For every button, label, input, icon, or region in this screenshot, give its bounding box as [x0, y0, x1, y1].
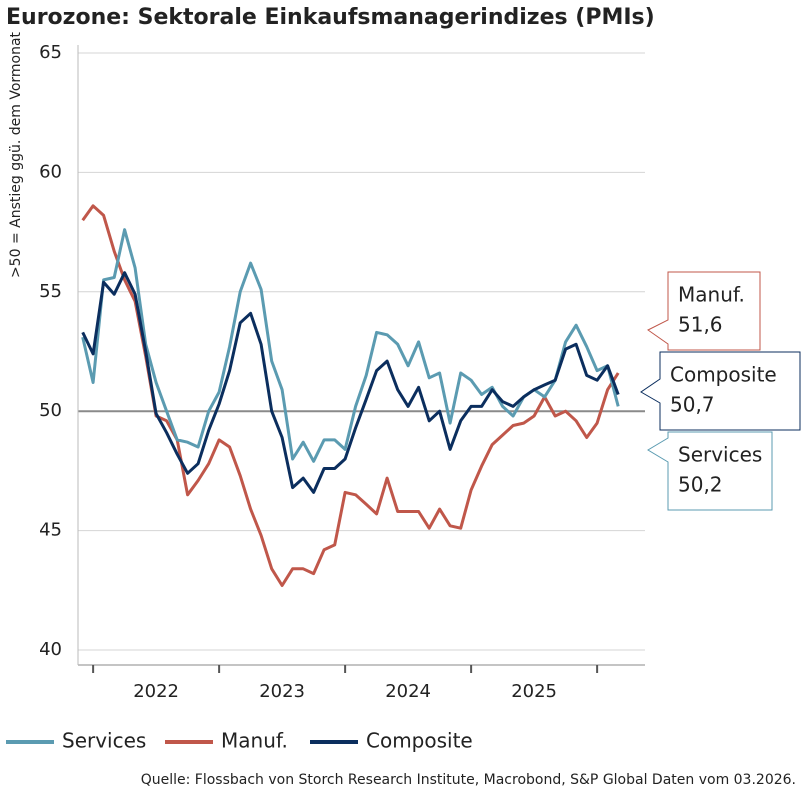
callout-value: 50,2: [678, 473, 723, 497]
callout-name: Composite: [670, 363, 777, 387]
x-tick-label: 2023: [259, 681, 305, 702]
callout-box: [647, 431, 773, 511]
y-axis-label: >50 = Anstieg ggü. dem Vormonat: [8, 31, 24, 278]
callout-name: Services: [678, 443, 762, 467]
y-tick-label: 40: [39, 639, 62, 660]
series-line: [81, 204, 620, 587]
y-tick-label: 65: [39, 42, 62, 63]
y-tick-label: 45: [39, 520, 62, 541]
y-tick-label: 55: [39, 281, 62, 302]
y-tick-label: 50: [39, 400, 62, 421]
source: Quelle: Flossbach von Storch Research In…: [141, 772, 796, 788]
callout-value: 50,7: [670, 393, 715, 417]
x-tick-label: 2025: [511, 681, 557, 702]
callout-value: 51,6: [678, 313, 723, 337]
chart-title: Eurozone: Sektorale Einkaufsmanagerindiz…: [6, 5, 655, 30]
series-line: [81, 271, 620, 494]
legend-label: Services: [62, 729, 146, 753]
callout-box: [647, 271, 761, 351]
y-tick-label: 60: [39, 161, 62, 182]
callout-box: [640, 351, 801, 431]
callout-name: Manuf.: [678, 283, 745, 307]
legend-label: Composite: [366, 729, 473, 753]
x-tick-label: 2024: [385, 681, 431, 702]
legend-label: Manuf.: [221, 729, 288, 753]
x-tick-label: 2022: [133, 681, 179, 702]
